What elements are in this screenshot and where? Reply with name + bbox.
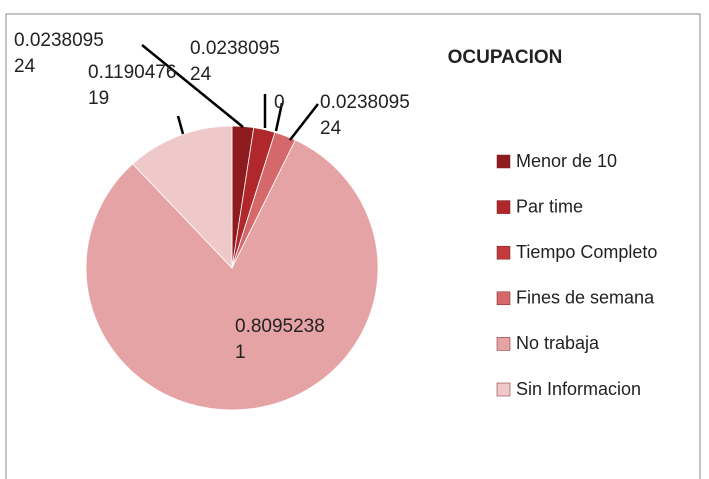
legend-label: Menor de 10 xyxy=(516,151,617,171)
pie-slice xyxy=(132,125,233,269)
legend-label: Fines de semana xyxy=(516,288,655,308)
legend-swatch xyxy=(496,200,511,214)
legend-swatch xyxy=(496,337,511,351)
data-label: 0 xyxy=(274,92,285,113)
data-label: 0.023809524 xyxy=(14,30,104,77)
data-label: 0.119047619 xyxy=(88,62,177,109)
leader-line xyxy=(274,102,284,132)
legend-label: No trabaja xyxy=(516,333,600,353)
legend-swatch xyxy=(496,382,511,397)
legend-swatch xyxy=(496,291,511,306)
data-label: 0.80952381 xyxy=(235,316,325,363)
leader-line xyxy=(141,44,244,128)
legend-label: Tiempo Completo xyxy=(516,242,657,262)
legend-swatch xyxy=(496,245,511,260)
data-label: 0.023809524 xyxy=(190,38,280,85)
chart-title: OCUPACION xyxy=(448,47,563,68)
legend-label: Par time xyxy=(516,196,583,216)
legend-swatch xyxy=(496,154,511,169)
legend-label: Sin Informacion xyxy=(516,379,641,399)
data-label: 0.023809524 xyxy=(320,92,410,139)
chart-frame xyxy=(5,13,701,479)
leader-line xyxy=(289,103,319,141)
leader-line xyxy=(176,115,185,135)
pie-slice xyxy=(85,139,379,411)
